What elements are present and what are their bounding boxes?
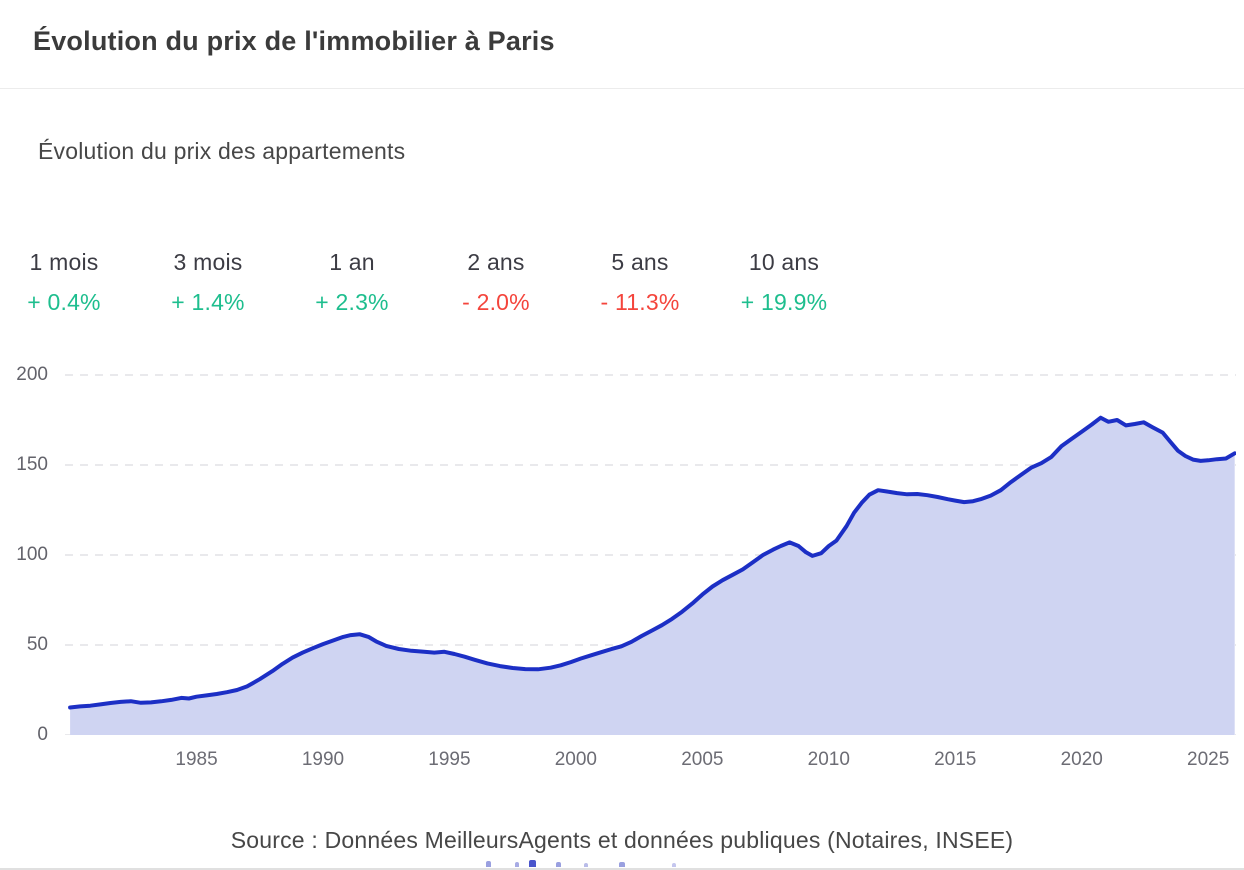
x-tick-label: 1995 (428, 749, 471, 770)
stat-label: 10 ans (748, 249, 820, 275)
page-title: Évolution du prix de l'immobilier à Pari… (33, 26, 555, 56)
stat-value: - 2.0% (462, 289, 530, 315)
stat-label: 2 ans (467, 249, 525, 275)
stat-value: - 11.3% (600, 289, 680, 315)
x-tick-label: 2010 (807, 749, 850, 770)
price-variation-stats: 1 mois + 0.4% 3 mois + 1.4% 1 an + 2.3% … (0, 249, 848, 316)
stat-label: 1 an (329, 249, 375, 275)
x-tick-label: 1990 (301, 749, 345, 770)
stat-5-years: 5 ans - 11.3% (576, 249, 704, 316)
truncated-text-fragment (672, 863, 676, 867)
chart-subtitle: Évolution du prix des appartements (38, 138, 406, 164)
price-evolution-chart: 0 50 100 150 200 1985 1990 1995 2000 2005 2010 201… (0, 345, 1244, 780)
stat-value: + 19.9% (740, 289, 828, 315)
truncated-text-fragment (584, 863, 588, 867)
truncated-bottom-text (0, 858, 1244, 867)
truncated-text-fragment (619, 862, 625, 867)
y-tick-label: 50 (26, 634, 48, 655)
source-caption: Source : Données MeilleursAgents et donn… (230, 827, 1014, 853)
price-area-fill (70, 417, 1235, 735)
x-tick-label: 1985 (175, 749, 218, 770)
stat-label: 1 mois (29, 249, 99, 275)
chart-plot-area[interactable] (65, 358, 1236, 735)
truncated-text-fragment (486, 861, 491, 867)
y-tick-label: 0 (37, 724, 48, 745)
y-tick-label: 200 (16, 364, 48, 385)
stat-10-years: 10 ans + 19.9% (720, 249, 848, 316)
bottom-divider (0, 868, 1244, 870)
stat-1-year: 1 an + 2.3% (288, 249, 416, 316)
x-tick-label: 2020 (1060, 749, 1103, 770)
x-tick-label: 2015 (934, 749, 977, 770)
truncated-text-fragment (515, 862, 519, 867)
truncated-text-fragment (556, 862, 561, 867)
x-tick-label: 2000 (554, 749, 598, 770)
stat-2-years: 2 ans - 2.0% (432, 249, 560, 316)
stat-label: 5 ans (611, 249, 669, 275)
x-tick-label: 2005 (681, 749, 724, 770)
x-tick-label: 2025 (1187, 749, 1230, 770)
y-tick-label: 150 (16, 454, 48, 475)
price-line (68, 415, 1236, 710)
stat-1-month: 1 mois + 0.4% (0, 249, 128, 316)
truncated-text-fragment (529, 860, 536, 867)
stat-value: + 0.4% (27, 289, 101, 315)
y-tick-label: 100 (16, 544, 48, 565)
header-divider (0, 88, 1244, 89)
stat-3-months: 3 mois + 1.4% (144, 249, 272, 316)
stat-label: 3 mois (173, 249, 243, 275)
stat-value: + 1.4% (171, 289, 245, 315)
stat-value: + 2.3% (315, 289, 389, 315)
